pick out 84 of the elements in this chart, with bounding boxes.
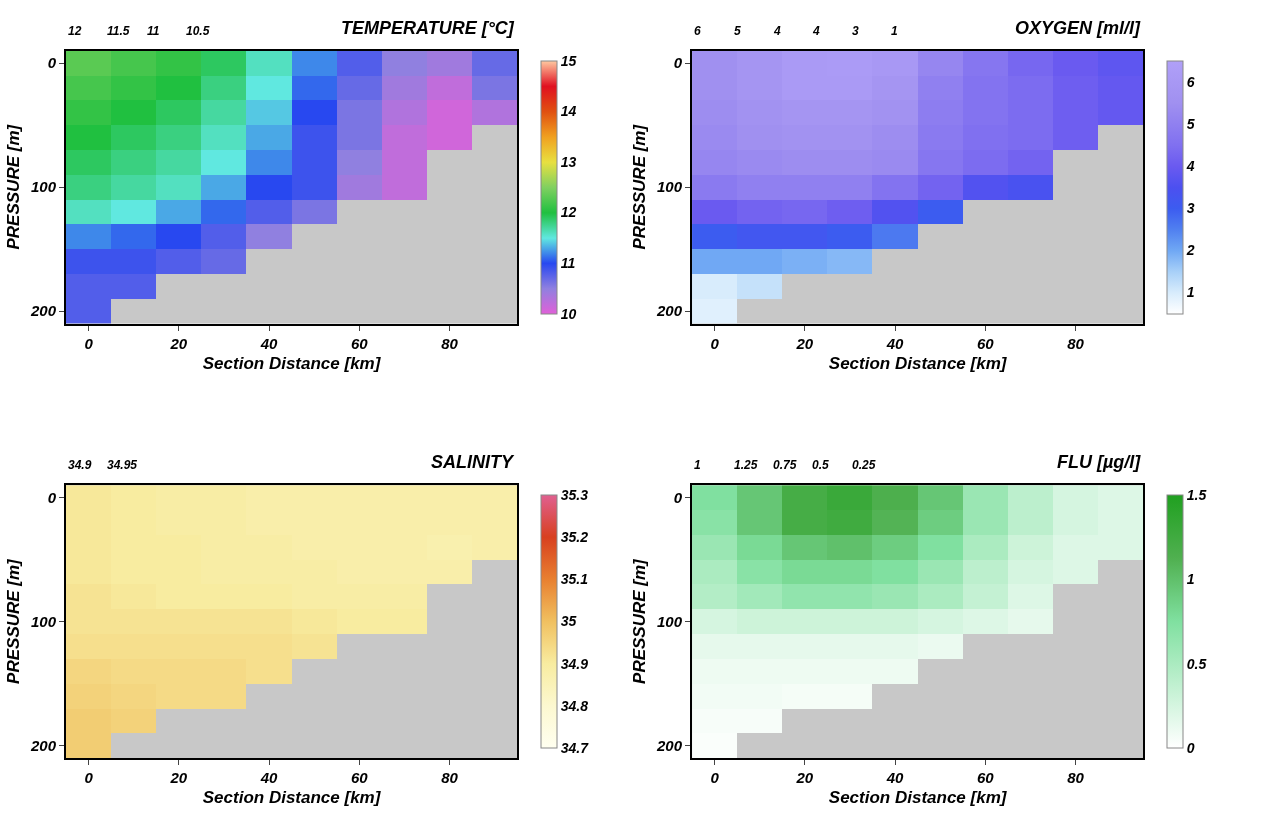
y-axis-title: PRESSURE [m] — [630, 123, 650, 250]
x-tick-label: 0 — [84, 769, 94, 786]
y-tick-label: 200 — [656, 736, 683, 754]
y-tick-label: 100 — [657, 612, 683, 630]
text: 34.95 — [107, 458, 138, 472]
color-bar-label: 35 — [560, 613, 577, 630]
text: 4 — [773, 24, 781, 38]
x-tick-label: 80 — [441, 334, 459, 352]
x-tick-label: 0 — [84, 334, 94, 352]
text: 0.75 — [773, 458, 797, 472]
x-tick-label: 0 — [710, 769, 720, 786]
color-bar-label: 1 — [1186, 571, 1195, 588]
color-bar-label: 15 — [560, 52, 577, 69]
color-bar-label: 34.8 — [560, 697, 589, 714]
x-tick-label: 80 — [441, 769, 459, 786]
y-tick-label: 0 — [47, 54, 57, 72]
color-bar-label: 35.2 — [560, 529, 589, 546]
text: 0.25 — [852, 458, 876, 472]
y-axis-title: PRESSURE [m] — [4, 557, 24, 684]
text: 6 — [694, 24, 701, 38]
color-bar-label: 34.9 — [560, 655, 589, 672]
color-bar-label: 14 — [560, 103, 577, 120]
x-tick-label: 20 — [795, 334, 814, 352]
text: 1 — [891, 24, 898, 38]
text: 12 — [68, 24, 82, 38]
chart-title: FLU [µg/l] — [1057, 452, 1142, 472]
x-tick-label: 80 — [1067, 769, 1085, 786]
x-tick-label: 80 — [1067, 334, 1085, 352]
x-tick-label: 60 — [976, 769, 995, 786]
color-bar-label: 1.5 — [1186, 486, 1207, 503]
y-axis-title: PRESSURE [m] — [4, 123, 24, 250]
x-tick-label: 40 — [885, 334, 905, 352]
text: 1 — [694, 458, 701, 472]
color-bar-label: 13 — [560, 153, 577, 170]
x-tick-label: 40 — [259, 334, 279, 352]
y-tick-label: 0 — [47, 488, 57, 506]
y-tick-label: 200 — [29, 736, 57, 754]
x-axis-title: Section Distance [km] — [202, 787, 382, 807]
chart-title: SALINITY — [431, 452, 515, 472]
text: 4 — [812, 24, 820, 38]
color-bar-label: 5 — [1186, 115, 1195, 132]
x-tick-label: 60 — [350, 769, 369, 786]
color-bar-label: 35.1 — [560, 571, 589, 588]
text: 0.5 — [812, 458, 830, 472]
y-tick-label: 200 — [29, 302, 57, 320]
color-bar-label: 34.7 — [560, 739, 590, 756]
color-bar-label: 35.3 — [560, 486, 589, 503]
x-axis-title: Section Distance [km] — [202, 353, 382, 373]
color-bar-label: 0 — [1186, 739, 1195, 756]
color-bar-label: 3 — [1186, 200, 1195, 217]
color-bar-label: 4 — [1185, 157, 1195, 174]
x-tick-label: 20 — [795, 769, 814, 786]
text: 3 — [852, 24, 859, 38]
color-bar-label: 6 — [1186, 73, 1195, 90]
color-bar-label: 11 — [560, 254, 576, 271]
y-tick-label: 100 — [30, 612, 57, 630]
x-axis-title: Section Distance [km] — [828, 353, 1008, 373]
text: 11.5 — [107, 24, 130, 38]
color-bar-label: 2 — [1185, 242, 1195, 259]
y-tick-label: 0 — [673, 54, 683, 72]
chart-title: TEMPERATURE [°C] — [341, 18, 515, 38]
y-tick-label: 100 — [30, 178, 57, 196]
text: 10.5 — [186, 24, 210, 38]
text: 5 — [734, 24, 741, 38]
x-tick-label: 60 — [976, 334, 995, 352]
color-bar-label: 1 — [1186, 284, 1195, 301]
x-tick-label: 60 — [350, 334, 369, 352]
x-tick-label: 40 — [885, 769, 905, 786]
x-tick-label: 40 — [259, 769, 279, 786]
color-bar-label: 12 — [560, 204, 577, 221]
x-tick-label: 20 — [169, 334, 188, 352]
x-tick-label: 20 — [169, 769, 188, 786]
x-tick-label: 0 — [710, 334, 720, 352]
color-bar-label: 10 — [560, 305, 577, 322]
y-tick-label: 200 — [656, 302, 683, 320]
x-axis-title: Section Distance [km] — [828, 787, 1008, 807]
y-axis-title: PRESSURE [m] — [630, 557, 650, 684]
color-bar-label: 0.5 — [1186, 655, 1207, 672]
text: 1.25 — [734, 458, 758, 472]
text: 34.9 — [68, 458, 92, 472]
y-tick-label: 0 — [673, 488, 683, 506]
chart-title: OXYGEN [ml/l] — [1015, 18, 1142, 38]
y-tick-label: 100 — [657, 178, 683, 196]
text: 11 — [147, 24, 160, 38]
